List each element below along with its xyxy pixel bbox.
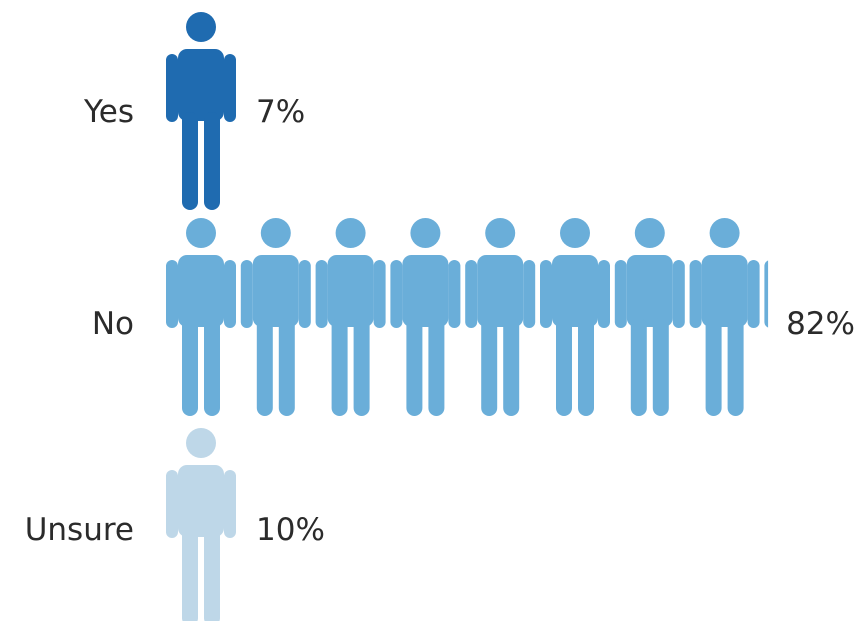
bar-yes xyxy=(166,12,236,210)
person-icon xyxy=(240,218,311,416)
person-icon xyxy=(390,218,461,416)
value-label-unsure: 10% xyxy=(256,512,325,548)
category-label-yes: Yes xyxy=(83,94,134,130)
person-icon xyxy=(540,218,610,416)
person-head xyxy=(709,218,740,248)
category-label-no: No xyxy=(92,306,134,342)
person-head xyxy=(410,218,441,248)
person-icon xyxy=(689,218,760,416)
person-icon xyxy=(614,218,685,416)
person-head xyxy=(634,218,665,248)
person-icon xyxy=(465,218,536,416)
person-icon xyxy=(166,12,236,210)
person-icon xyxy=(166,218,236,416)
person-head xyxy=(186,218,216,248)
person-head xyxy=(784,218,814,248)
person-head xyxy=(335,218,366,248)
category-label-unsure: Unsure xyxy=(25,512,134,548)
person-icon xyxy=(166,428,236,621)
person-icon xyxy=(315,218,386,416)
value-label-no: 82% xyxy=(786,306,855,342)
person-head xyxy=(260,218,291,248)
bar-no xyxy=(166,218,814,416)
person-head xyxy=(186,428,216,458)
value-label-yes: 7% xyxy=(256,94,305,130)
person-icon xyxy=(764,218,814,328)
bar-unsure xyxy=(166,428,236,621)
person-head xyxy=(485,218,516,248)
person-head xyxy=(560,218,590,248)
person-head xyxy=(186,12,216,42)
